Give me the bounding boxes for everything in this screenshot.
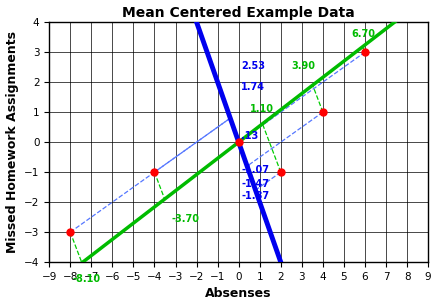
Point xyxy=(235,140,242,145)
Text: 1.10: 1.10 xyxy=(250,104,274,114)
Text: -1.07: -1.07 xyxy=(241,165,269,175)
Text: -1.87: -1.87 xyxy=(241,191,269,200)
Point xyxy=(319,110,326,114)
Text: 6.70: 6.70 xyxy=(351,29,375,39)
Text: 1.74: 1.74 xyxy=(241,82,265,91)
Y-axis label: Missed Homework Assignments: Missed Homework Assignments xyxy=(6,31,18,253)
Text: -1.47: -1.47 xyxy=(241,178,269,188)
Text: -3.70: -3.70 xyxy=(171,214,199,224)
Point xyxy=(277,170,284,175)
Point xyxy=(361,50,368,54)
Text: -8.10: -8.10 xyxy=(73,274,101,284)
Text: 2.53: 2.53 xyxy=(241,61,265,71)
X-axis label: Absenses: Absenses xyxy=(205,287,272,300)
Text: .13: .13 xyxy=(241,131,258,140)
Point xyxy=(67,230,74,235)
Text: 3.90: 3.90 xyxy=(291,61,316,71)
Title: Mean Centered Example Data: Mean Centered Example Data xyxy=(122,6,355,20)
Point xyxy=(151,170,158,175)
